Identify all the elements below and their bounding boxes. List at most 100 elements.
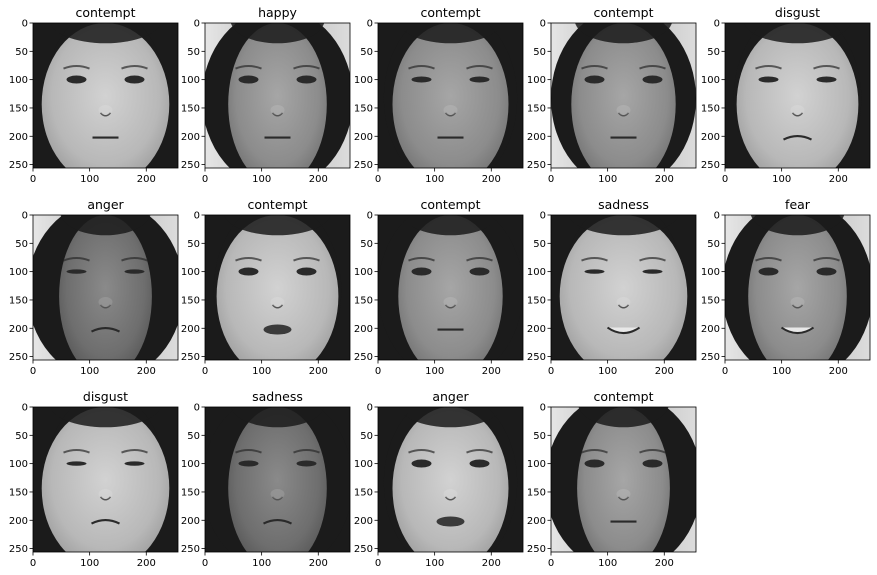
x-tick-label: 100 [425, 558, 444, 569]
panel-title: contempt [420, 5, 480, 20]
y-tick-label: 250 [9, 352, 28, 363]
y-tick-label: 200 [181, 132, 200, 143]
x-tick-label: 0 [30, 174, 36, 185]
y-tick-label: 50 [187, 239, 200, 250]
y-tick-label: 0 [194, 211, 200, 222]
x-tick-label: 200 [137, 366, 156, 377]
y-tick-label: 150 [527, 295, 546, 306]
y-tick-label: 150 [181, 295, 200, 306]
y-tick-label: 250 [354, 544, 373, 555]
y-tick-label: 200 [354, 324, 373, 335]
y-tick-label: 0 [22, 211, 28, 222]
axes-frame [204, 214, 351, 361]
x-tick-label: 200 [309, 558, 328, 569]
y-tick-label: 50 [360, 239, 373, 250]
y-tick-label: 0 [714, 211, 720, 222]
y-tick-label: 150 [354, 295, 373, 306]
y-tick-label: 50 [707, 47, 720, 58]
panel-title: anger [87, 197, 124, 212]
y-tick-label: 50 [707, 239, 720, 250]
x-tick-label: 0 [548, 558, 554, 569]
x-tick-label: 100 [598, 558, 617, 569]
panel-title: contempt [420, 197, 480, 212]
y-tick-label: 0 [22, 403, 28, 414]
y-tick-label: 250 [354, 352, 373, 363]
face-image [378, 215, 523, 360]
face-image [378, 23, 523, 168]
axes-frame [32, 406, 179, 553]
face-image [378, 407, 523, 552]
y-tick-label: 250 [527, 544, 546, 555]
y-tick-label: 200 [527, 324, 546, 335]
x-tick-label: 200 [309, 366, 328, 377]
x-tick-label: 100 [80, 366, 99, 377]
y-tick-label: 50 [360, 47, 373, 58]
y-tick-label: 200 [181, 516, 200, 527]
x-tick-label: 100 [772, 366, 791, 377]
y-tick-label: 250 [181, 160, 200, 171]
panel-title: contempt [247, 197, 307, 212]
x-tick-label: 0 [375, 558, 381, 569]
y-tick-label: 50 [533, 239, 546, 250]
x-tick-label: 100 [252, 174, 271, 185]
y-tick-label: 250 [527, 352, 546, 363]
x-tick-label: 200 [655, 174, 674, 185]
y-tick-label: 150 [9, 487, 28, 498]
x-tick-label: 0 [30, 366, 36, 377]
y-tick-label: 100 [9, 75, 28, 86]
panel-title: contempt [593, 5, 653, 20]
panel-title: fear [785, 197, 811, 212]
x-tick-label: 0 [202, 558, 208, 569]
x-tick-label: 0 [548, 174, 554, 185]
x-tick-label: 100 [425, 366, 444, 377]
y-tick-label: 150 [527, 103, 546, 114]
y-tick-label: 100 [354, 75, 373, 86]
y-tick-label: 200 [354, 132, 373, 143]
x-tick-label: 200 [829, 366, 848, 377]
y-tick-label: 150 [9, 295, 28, 306]
panel-title: contempt [593, 389, 653, 404]
x-tick-label: 100 [252, 558, 271, 569]
y-tick-label: 100 [701, 75, 720, 86]
panel-title: contempt [75, 5, 135, 20]
x-tick-label: 100 [772, 174, 791, 185]
y-tick-label: 0 [540, 211, 546, 222]
y-tick-label: 50 [15, 47, 28, 58]
y-tick-label: 250 [181, 352, 200, 363]
x-tick-label: 200 [482, 366, 501, 377]
face-image [33, 23, 178, 168]
panel-title: disgust [775, 5, 820, 20]
y-tick-label: 200 [701, 132, 720, 143]
axes-frame [550, 406, 697, 553]
face-image [33, 215, 178, 360]
x-tick-label: 100 [80, 558, 99, 569]
y-tick-label: 150 [181, 103, 200, 114]
face-image [205, 407, 350, 552]
y-tick-label: 50 [15, 239, 28, 250]
face-image [725, 23, 870, 168]
axes-frame [204, 406, 351, 553]
axes-frame [724, 22, 871, 169]
x-tick-label: 0 [722, 366, 728, 377]
y-tick-label: 100 [527, 75, 546, 86]
x-tick-label: 200 [482, 558, 501, 569]
y-tick-label: 50 [187, 47, 200, 58]
axes-frame [724, 214, 871, 361]
panel-title: anger [432, 389, 469, 404]
panel-title: sadness [598, 197, 649, 212]
y-tick-label: 100 [354, 459, 373, 470]
y-tick-label: 150 [701, 295, 720, 306]
y-tick-label: 0 [714, 19, 720, 30]
y-tick-label: 100 [9, 267, 28, 278]
